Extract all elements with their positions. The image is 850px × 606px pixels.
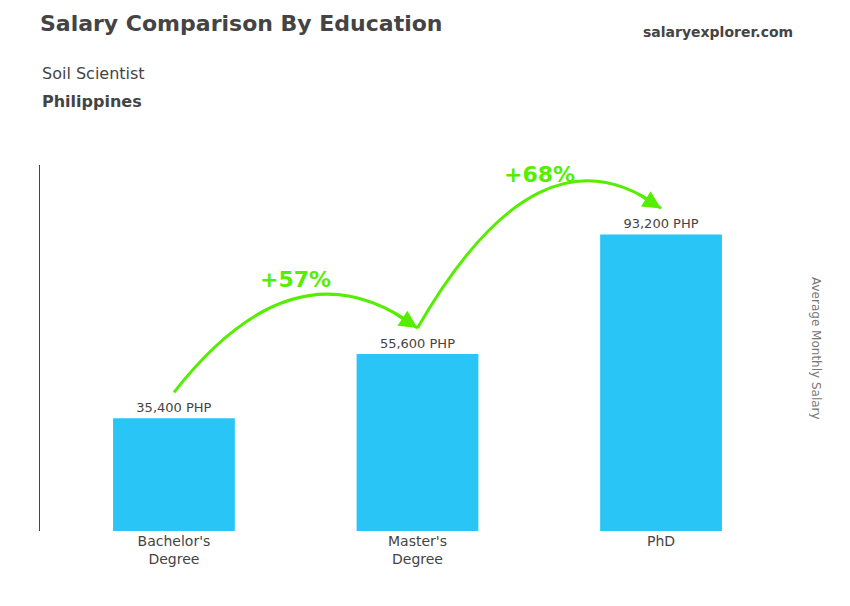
svg-text:Philippines: Philippines [42,92,142,111]
svg-text:Master'sDegree: Master'sDegree [388,533,447,567]
svg-text:+68%: +68% [504,162,575,187]
svg-text:35,400 PHP: 35,400 PHP [136,400,211,415]
svg-text:55,600 PHP: 55,600 PHP [380,336,455,351]
svg-text:+57%: +57% [260,267,331,292]
svg-text:Average Monthly Salary: Average Monthly Salary [809,277,823,420]
svg-text:Soil Scientist: Soil Scientist [42,64,145,83]
svg-text:salaryexplorer.com: salaryexplorer.com [643,24,793,40]
svg-text:Salary Comparison By Education: Salary Comparison By Education [40,11,443,36]
svg-text:Bachelor'sDegree: Bachelor'sDegree [138,533,211,567]
svg-text:PhD: PhD [647,533,675,549]
svg-text:93,200 PHP: 93,200 PHP [623,216,698,231]
